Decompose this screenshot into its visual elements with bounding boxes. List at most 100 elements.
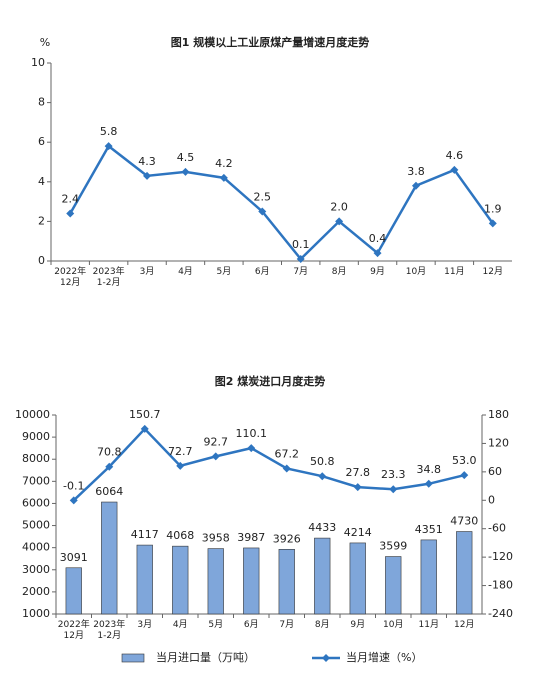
x-tick-label: 2022年 12月: [57, 620, 90, 641]
marker: [104, 142, 113, 151]
bar: [101, 501, 118, 615]
x-tick-label: 9月: [350, 620, 366, 630]
bar: [314, 537, 331, 615]
x-tick-label: 4月: [178, 267, 193, 277]
line: [69, 144, 494, 261]
x-tick-label: 3月: [137, 620, 153, 630]
marker: [318, 472, 327, 481]
marker: [143, 171, 152, 180]
value-label: 4730: [450, 515, 478, 528]
value-label: 2.4: [61, 192, 79, 205]
value-label: 4433: [308, 521, 336, 534]
x-tick-label: 12月: [482, 267, 503, 277]
x-tick-label: 9月: [370, 267, 385, 277]
legend-swatch: [121, 653, 145, 663]
value-label: 27.8: [346, 466, 371, 479]
value-label: 4117: [131, 528, 159, 541]
marker: [335, 217, 344, 226]
bar: [349, 542, 366, 615]
value-label: 4214: [344, 526, 372, 539]
x-tick-label: 6月: [243, 620, 259, 630]
value-label: 2.5: [254, 191, 272, 204]
value-label: 70.8: [97, 446, 122, 459]
value-label: 4.3: [138, 155, 156, 168]
value-label: 3958: [202, 532, 230, 545]
y-tick-label: 8000: [22, 452, 50, 465]
x-tick-label: 12月: [454, 620, 475, 630]
value-label: 3.8: [407, 165, 425, 178]
y2-tick-label: -180: [488, 579, 513, 592]
x-tick-label: 11月: [444, 267, 465, 277]
x-tick-label: 2022年 12月: [54, 267, 87, 288]
y2-tick-label: -120: [488, 550, 513, 563]
marker: [296, 255, 305, 264]
x-tick-label: 3月: [139, 267, 155, 277]
value-label: 67.2: [275, 447, 300, 460]
y2-tick-label: 0: [488, 493, 495, 506]
marker: [460, 471, 469, 480]
chart-title: 图1 规模以上工业原煤产量增速月度走势: [171, 35, 369, 49]
y2-tick-label: 60: [488, 465, 502, 478]
marker: [176, 461, 185, 470]
x-tick-label: 10月: [405, 267, 427, 277]
marker: [105, 462, 114, 471]
value-label: 72.7: [168, 445, 193, 458]
y2-tick-label: 120: [488, 436, 509, 449]
y-tick-label: 7000: [22, 474, 50, 487]
y-tick-label: 10000: [15, 408, 50, 421]
marker: [450, 165, 459, 174]
value-label: 1.9: [484, 202, 502, 215]
marker: [66, 209, 75, 218]
value-label: 92.7: [204, 435, 229, 448]
y2-tick-label: -60: [488, 522, 506, 535]
bar: [456, 531, 473, 615]
y-unit: %: [40, 36, 50, 49]
line: [72, 427, 465, 502]
bar: [385, 556, 402, 615]
marker: [488, 219, 497, 228]
y-tick-label: 10: [31, 56, 45, 69]
bar: [136, 544, 153, 615]
value-label: 4.5: [177, 151, 195, 164]
chart-title: 图2 煤炭进口月度走势: [215, 374, 325, 388]
x-tick-label: 2023年 1-2月: [92, 267, 125, 288]
y-tick-label: 2: [38, 214, 45, 227]
marker: [181, 167, 190, 176]
value-label: 3987: [237, 531, 265, 544]
value-label: 34.8: [417, 463, 442, 476]
y-tick-label: 2000: [22, 585, 50, 598]
marker: [411, 181, 420, 190]
value-label: 150.7: [129, 408, 161, 421]
value-label: 110.1: [236, 427, 268, 440]
x-tick-label: 7月: [279, 620, 295, 630]
x-tick-label: 11月: [418, 620, 439, 630]
marker: [211, 452, 220, 461]
x-tick-label: 5月: [216, 267, 232, 277]
x-tick-label: 2023年 1-2月: [93, 620, 126, 641]
y2-tick-label: 180: [488, 408, 509, 421]
value-label: 6064: [95, 485, 123, 498]
x-tick-label: 8月: [314, 620, 330, 630]
bar: [420, 539, 437, 615]
value-label: 2.0: [330, 200, 348, 213]
value-label: 3091: [60, 551, 88, 564]
x-tick-label: 4月: [172, 620, 188, 630]
x-tick-label: 5月: [208, 620, 224, 630]
y-tick-label: 9000: [22, 430, 50, 443]
value-label: 4351: [415, 523, 443, 536]
marker: [258, 207, 267, 216]
marker: [219, 173, 228, 182]
bar: [65, 567, 82, 615]
bar: [278, 549, 295, 615]
marker: [424, 479, 433, 488]
y-tick-label: 4000: [22, 541, 50, 554]
y-tick-label: 6: [38, 135, 45, 148]
marker: [389, 485, 398, 494]
value-label: 4.6: [446, 149, 464, 162]
value-label: 4068: [166, 529, 194, 542]
y-tick-label: 4: [38, 175, 45, 188]
marker: [282, 464, 291, 473]
y-tick-label: 0: [38, 254, 45, 267]
